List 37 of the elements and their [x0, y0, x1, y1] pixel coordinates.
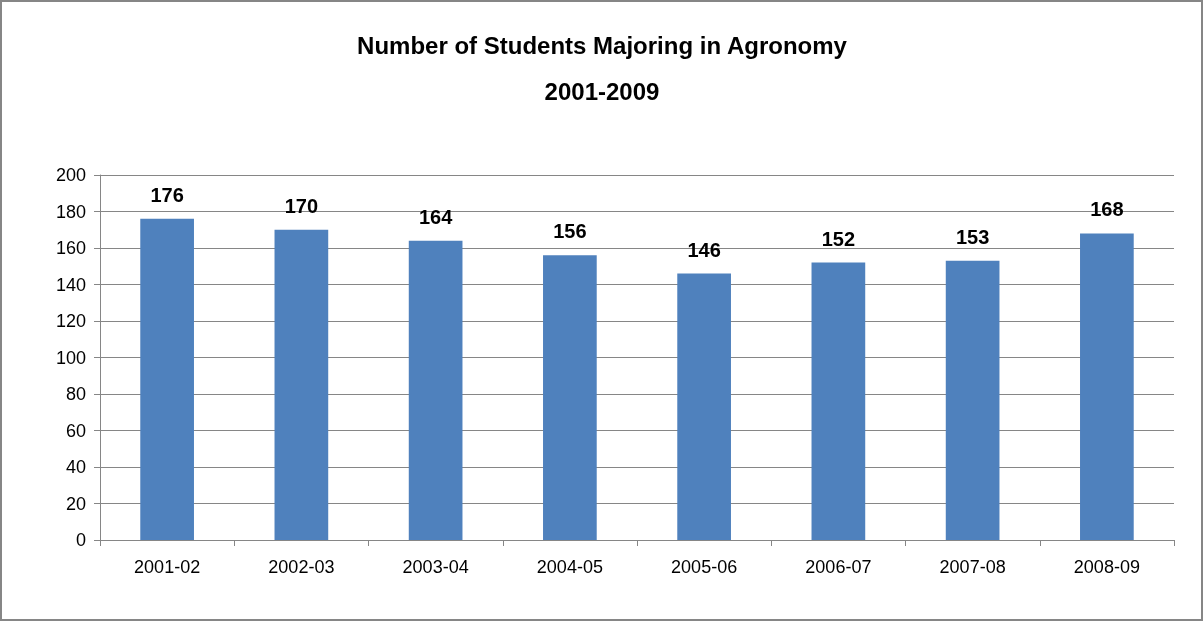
- bar: [945, 260, 1000, 540]
- bar: [677, 273, 731, 540]
- y-tick-label: 180: [55, 201, 86, 222]
- bar: [274, 229, 329, 540]
- x-tick-label: 2007-08: [939, 557, 1006, 577]
- data-label: 152: [821, 227, 856, 250]
- x-tick-label: 2005-06: [671, 557, 738, 577]
- chart-subtitle: 2001-2009: [544, 77, 660, 105]
- bar: [140, 218, 194, 540]
- data-label: 146: [687, 238, 721, 261]
- y-tick-label: 80: [65, 384, 86, 404]
- data-label: 170: [284, 194, 319, 217]
- y-tick-label: 100: [55, 347, 86, 368]
- y-tick-label: 160: [55, 238, 86, 258]
- y-tick-label: 40: [65, 457, 86, 477]
- data-label: 164: [418, 205, 454, 228]
- y-tick-label: 0: [75, 530, 86, 550]
- x-tick-label: 2002-03: [268, 557, 335, 577]
- bar: [543, 255, 597, 540]
- y-tick-label: 20: [65, 493, 86, 514]
- x-tick-label: 2008-09: [1073, 557, 1140, 577]
- y-tick-label: 140: [55, 274, 86, 295]
- data-label: 153: [955, 225, 990, 248]
- data-label: 176: [150, 183, 184, 206]
- x-tick-label: 2006-07: [805, 557, 872, 577]
- y-tick-label: 60: [65, 420, 86, 441]
- chart-title: Number of Students Majoring in Agronomy: [357, 31, 848, 59]
- data-label: 156: [553, 220, 587, 243]
- y-tick-label: 120: [55, 311, 86, 331]
- bar: [1080, 233, 1134, 540]
- bar: [811, 262, 866, 540]
- x-tick-label: 2004-05: [536, 557, 603, 577]
- bar: [408, 240, 463, 540]
- y-tick-label: 200: [55, 165, 86, 185]
- data-label: 168: [1090, 198, 1124, 221]
- x-tick-label: 2003-04: [402, 557, 469, 577]
- x-tick-label: 2001-02: [134, 557, 201, 577]
